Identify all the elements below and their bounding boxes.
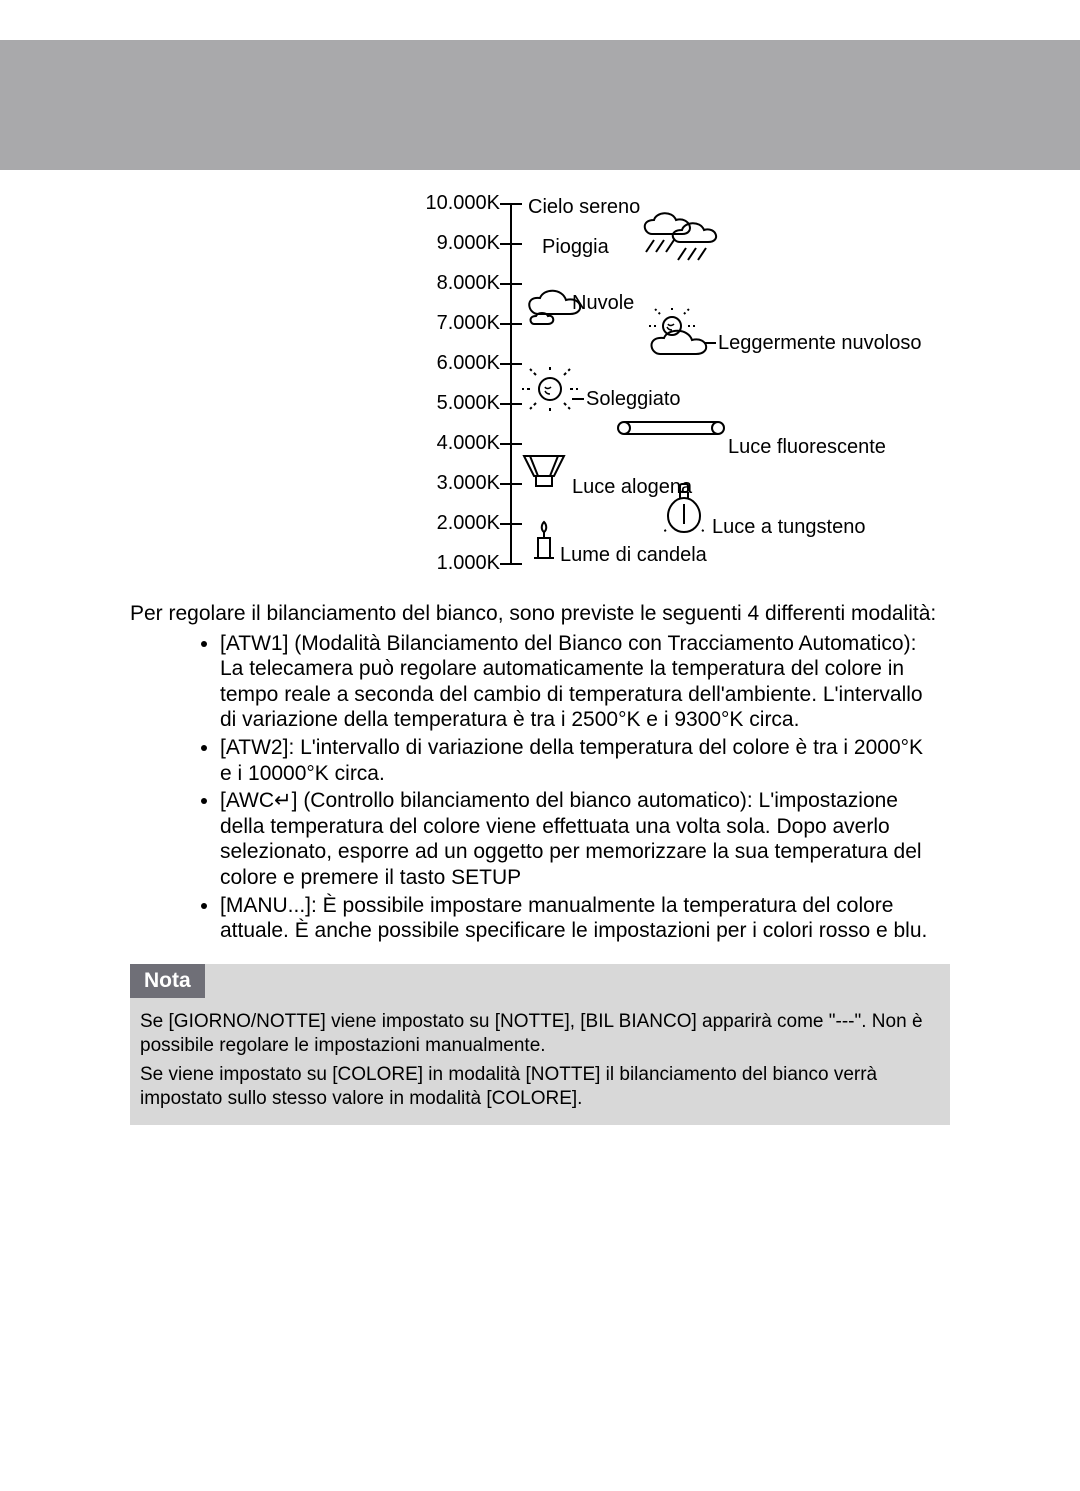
chart-tick-label: 1.000K: [180, 552, 500, 575]
chart-item-label: Leggermente nuvoloso: [718, 332, 921, 355]
cloud-icon: [520, 288, 590, 330]
rainy-icon: [632, 212, 722, 272]
bulb-icon: [664, 482, 704, 534]
chart-tick: [500, 443, 522, 445]
header-bar: [0, 40, 1080, 170]
note-paragraph: Se [GIORNO/NOTTE] viene impostato su [NO…: [140, 1010, 940, 1058]
document-page: 10.000K 9.000K 8.000K 7.000K 6.000K 5.000K 4.0…: [0, 40, 1080, 1185]
chart-tick-label: 3.000K: [180, 472, 500, 495]
chart-axis: [510, 204, 512, 564]
mode-item: [AWC↵] (Controllo bilanciamento del bian…: [220, 788, 950, 890]
chart-tick: [500, 483, 522, 485]
chart-tick-label: 7.000K: [180, 312, 500, 335]
sun-icon: [520, 364, 580, 414]
candle-icon: [530, 520, 558, 560]
chart-item-label: Soleggiato: [586, 388, 681, 411]
lamp-icon: [520, 450, 568, 490]
note-paragraph: Se viene impostato su [COLORE] in modali…: [140, 1063, 940, 1111]
chart-tick: [500, 563, 522, 565]
chart-tick: [500, 243, 522, 245]
chart-tick: [500, 323, 522, 325]
chart-connector: [704, 342, 716, 344]
chart-tick-label: 2.000K: [180, 512, 500, 535]
mode-item: [MANU...]: È possibile impostare manualm…: [220, 893, 950, 944]
chart-tick-label: 9.000K: [180, 232, 500, 255]
mode-item: [ATW1] (Modalità Bilanciamento del Bianc…: [220, 631, 950, 733]
intro-text: Per regolare il bilanciamento del bianco…: [130, 601, 950, 627]
chart-tick-label: 10.000K: [180, 192, 500, 215]
chart-item-label: Cielo sereno: [528, 196, 640, 219]
chart-connector: [572, 398, 584, 400]
sun-cloud-icon: [638, 308, 718, 364]
chart-tick: [500, 203, 522, 205]
chart-item-label: Lume di candela: [560, 544, 707, 567]
body-text: Per regolare il bilanciamento del bianco…: [0, 601, 1080, 944]
note-section: Nota Se [GIORNO/NOTTE] viene impostato s…: [130, 964, 950, 1125]
tube-icon: [616, 420, 726, 436]
color-temp-chart-wrap: 10.000K9.000K8.000K7.000K6.000K5.000K4.0…: [0, 200, 1080, 575]
color-temp-chart: 10.000K9.000K8.000K7.000K6.000K5.000K4.0…: [180, 200, 900, 575]
chart-tick: [500, 403, 522, 405]
chart-tick-label: 8.000K: [180, 272, 500, 295]
modes-list: [ATW1] (Modalità Bilanciamento del Bianc…: [130, 631, 950, 944]
chart-item-label: Luce fluorescente: [728, 436, 886, 459]
chart-tick-label: 4.000K: [180, 432, 500, 455]
mode-item: [ATW2]: L'intervallo di variazione della…: [220, 735, 950, 786]
chart-tick-label: 6.000K: [180, 352, 500, 375]
chart-tick-label: 5.000K: [180, 392, 500, 415]
chart-tick: [500, 283, 522, 285]
note-body: Se [GIORNO/NOTTE] viene impostato su [NO…: [130, 1010, 950, 1111]
chart-item-label: Pioggia: [542, 236, 609, 259]
chart-tick: [500, 523, 522, 525]
chart-tick: [500, 363, 522, 365]
chart-item-label: Luce a tungsteno: [712, 516, 865, 539]
note-badge: Nota: [130, 964, 205, 998]
